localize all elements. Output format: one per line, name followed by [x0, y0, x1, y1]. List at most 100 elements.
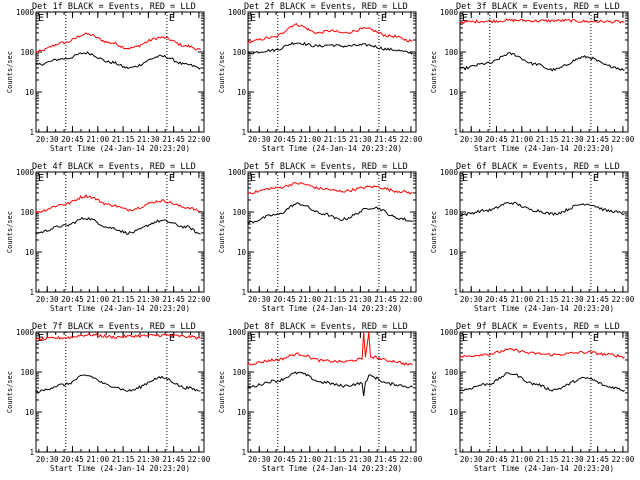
x-tick-label: 22:00 — [400, 295, 423, 304]
y-tick-label: 100 — [444, 48, 458, 57]
event-marker-label: E — [169, 13, 175, 24]
plot-frame — [459, 171, 629, 293]
x-tick-label: 21:15 — [324, 295, 347, 304]
x-tick-label: 22:00 — [188, 455, 211, 464]
series-line-lld — [459, 18, 625, 25]
chart-title: Det 6f BLACK = Events, RED = LLD — [456, 162, 620, 172]
y-tick-label: 10 — [25, 248, 35, 257]
series-line-events — [35, 216, 201, 235]
y-tick-label: 1 — [29, 448, 34, 457]
x-tick-label: 21:15 — [324, 135, 347, 144]
x-tick-label: 21:30 — [561, 455, 584, 464]
y-tick-label: 100 — [20, 208, 34, 217]
x-tick-label: 21:45 — [586, 295, 609, 304]
x-tick-label: 21:15 — [112, 455, 135, 464]
plot-frame — [35, 11, 205, 133]
x-tick-label: 22:00 — [612, 295, 635, 304]
y-tick-label: 1 — [241, 448, 246, 457]
x-tick-label: 21:15 — [536, 135, 559, 144]
series-line-events — [35, 51, 201, 70]
x-tick-label: 21:30 — [137, 135, 160, 144]
x-tick-label: 21:00 — [299, 135, 322, 144]
x-tick-label: 20:30 — [36, 455, 59, 464]
x-tick-label: 22:00 — [188, 295, 211, 304]
y-tick-label: 10 — [237, 248, 247, 257]
corner-label: E — [250, 333, 256, 344]
chart-title: Det 7f BLACK = Events, RED = LLD — [32, 322, 196, 332]
x-tick-label: 21:45 — [586, 135, 609, 144]
chart-title: Det 2f BLACK = Events, RED = LLD — [244, 2, 408, 12]
x-axis-label: Start Time (24-Jan-14 20:23:20) — [50, 144, 190, 153]
series-line-events — [35, 374, 201, 394]
x-tick-label: 21:30 — [137, 295, 160, 304]
series-line-lld — [247, 331, 413, 366]
event-marker-label: E — [381, 173, 387, 184]
x-tick-label: 21:00 — [87, 455, 110, 464]
y-tick-label: 10 — [25, 408, 35, 417]
y-tick-label: 1000 — [228, 168, 247, 177]
x-tick-label: 20:45 — [273, 135, 296, 144]
y-tick-label: 10 — [449, 88, 459, 97]
corner-label: E — [462, 173, 468, 184]
event-marker-label: E — [381, 333, 387, 344]
series-line-lld — [35, 193, 201, 214]
chart-panel-3: Det 3f BLACK = Events, RED = LLD 1 10 100 10… — [430, 2, 635, 153]
y-tick-label: 1 — [453, 128, 458, 137]
y-tick-label: 1 — [29, 128, 34, 137]
x-tick-label: 20:45 — [485, 135, 508, 144]
plot-frame — [459, 11, 629, 133]
plot-frame — [35, 171, 205, 293]
y-tick-label: 10 — [449, 408, 459, 417]
x-tick-label: 20:45 — [485, 455, 508, 464]
x-axis-label: Start Time (24-Jan-14 20:23:20) — [262, 464, 402, 473]
x-tick-label: 21:15 — [536, 455, 559, 464]
x-tick-label: 21:30 — [561, 135, 584, 144]
x-axis-label: Start Time (24-Jan-14 20:23:20) — [474, 144, 614, 153]
chart-panel-2: Det 2f BLACK = Events, RED = LLD 1 10 100 10… — [218, 2, 423, 153]
plot-frame — [247, 331, 417, 453]
x-tick-label: 22:00 — [612, 135, 635, 144]
x-tick-label: 20:45 — [61, 135, 84, 144]
x-tick-label: 20:30 — [36, 135, 59, 144]
x-tick-label: 21:30 — [561, 295, 584, 304]
y-tick-label: 10 — [237, 408, 247, 417]
x-tick-label: 21:00 — [511, 295, 534, 304]
y-axis-label: Counts/sec — [6, 211, 14, 253]
x-tick-label: 21:15 — [112, 135, 135, 144]
series-line-lld — [247, 22, 413, 44]
y-tick-label: 10 — [237, 88, 247, 97]
y-tick-label: 1000 — [16, 8, 35, 17]
plot-frame — [459, 331, 629, 453]
y-axis-label: Counts/sec — [6, 371, 14, 413]
event-marker-label: E — [593, 333, 599, 344]
x-tick-label: 20:30 — [248, 295, 271, 304]
x-tick-label: 21:30 — [137, 455, 160, 464]
y-tick-label: 100 — [232, 48, 246, 57]
event-marker-label: E — [593, 13, 599, 24]
x-axis-label: Start Time (24-Jan-14 20:23:20) — [50, 464, 190, 473]
y-tick-label: 10 — [449, 248, 459, 257]
chart-panel-1: Det 1f BLACK = Events, RED = LLD 1 10 100 10… — [6, 2, 211, 153]
x-tick-label: 21:45 — [374, 295, 397, 304]
series-line-events — [459, 52, 625, 72]
y-tick-label: 1000 — [228, 328, 247, 337]
y-axis-label: Counts/sec — [430, 211, 438, 253]
x-tick-label: 22:00 — [612, 455, 635, 464]
y-tick-label: 1 — [453, 448, 458, 457]
corner-label: E — [38, 13, 44, 24]
x-tick-label: 22:00 — [188, 135, 211, 144]
series-line-events — [459, 201, 625, 217]
x-tick-label: 21:15 — [324, 455, 347, 464]
y-axis-label: Counts/sec — [430, 371, 438, 413]
corner-label: E — [38, 173, 44, 184]
x-axis-label: Start Time (24-Jan-14 20:23:20) — [262, 304, 402, 313]
series-line-lld — [35, 32, 201, 54]
x-tick-label: 21:00 — [299, 295, 322, 304]
x-tick-label: 21:45 — [162, 295, 185, 304]
x-tick-label: 20:30 — [460, 455, 483, 464]
x-tick-label: 20:45 — [485, 295, 508, 304]
x-tick-label: 20:30 — [248, 135, 271, 144]
x-axis-label: Start Time (24-Jan-14 20:23:20) — [50, 304, 190, 313]
y-tick-label: 1 — [241, 128, 246, 137]
